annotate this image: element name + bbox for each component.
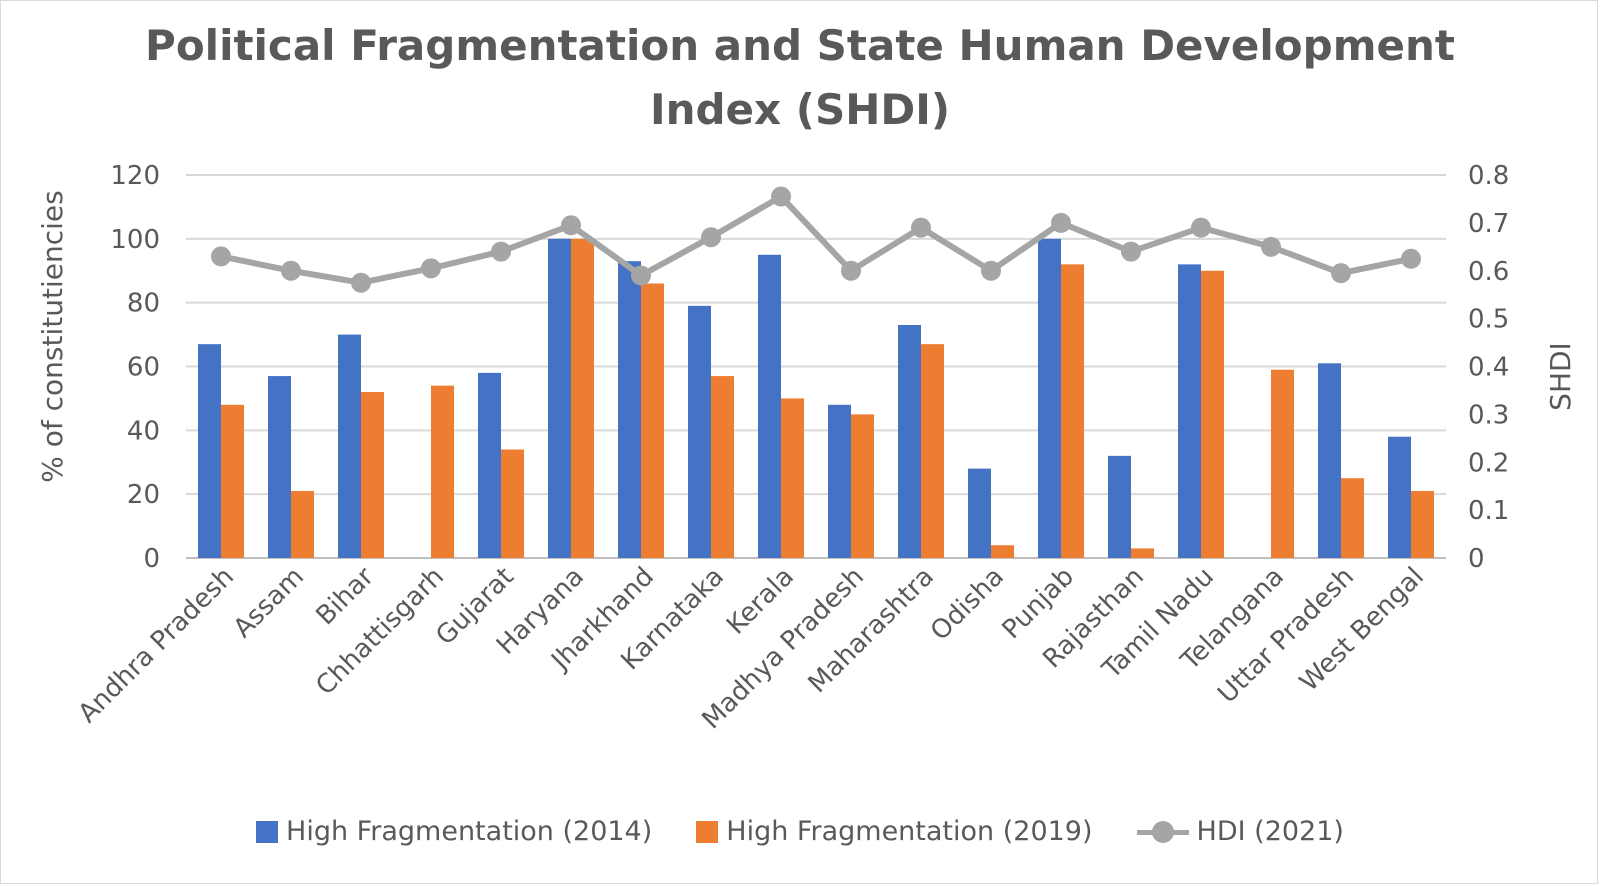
bar-2019-jharkhand <box>641 283 664 558</box>
hdi-point-andhra-pradesh <box>211 246 231 267</box>
bar-2019-uttar-pradesh <box>1341 478 1364 558</box>
legend: High Fragmentation (2014) High Fragmenta… <box>0 816 1600 847</box>
x-tick-label-andhra-pradesh: Andhra Pradesh <box>73 562 240 729</box>
bar-2014-assam <box>268 376 291 558</box>
y2-tick-label: 0.8 <box>1468 161 1509 191</box>
legend-swatch-2019 <box>696 820 719 843</box>
x-tick-label-odisha: Odisha <box>925 562 1010 647</box>
y-tick-label: 0 <box>143 544 160 574</box>
legend-item-2014: High Fragmentation (2014) <box>256 816 652 847</box>
x-tick-label-maharashtra: Maharashtra <box>803 562 940 699</box>
hdi-point-kerala <box>771 186 791 207</box>
legend-label-2014: High Fragmentation (2014) <box>286 816 653 847</box>
bar-2014-madhya-pradesh <box>828 404 851 558</box>
hdi-point-karnataka <box>701 227 721 248</box>
y2-tick-label: 0.5 <box>1468 305 1509 335</box>
y-tick-label: 60 <box>127 353 160 383</box>
y-axis-title: % of constitutiencies <box>36 190 69 482</box>
hdi-point-odisha <box>981 260 1001 281</box>
bar-2019-rajasthan <box>1131 548 1154 558</box>
hdi-point-telangana <box>1261 236 1281 257</box>
y2-tick-label: 0.4 <box>1468 353 1509 383</box>
bar-2019-assam <box>291 490 314 558</box>
chart-title: Political Fragmentation and State Human … <box>0 14 1600 142</box>
y2-tick-label: 0.1 <box>1468 496 1509 526</box>
bar-2014-andhra-pradesh <box>198 344 221 558</box>
hdi-point-bihar <box>351 272 371 293</box>
y2-tick-label: 0.3 <box>1468 400 1509 430</box>
hdi-point-madhya-pradesh <box>841 260 861 281</box>
hdi-line <box>220 193 1412 286</box>
bar-2014-odisha <box>968 468 991 558</box>
y2-tick-label: 0 <box>1468 544 1485 574</box>
x-tick-label-west-bengal: West Bengal <box>1294 562 1430 698</box>
hdi-point-assam <box>281 260 301 281</box>
bar-2019-odisha <box>991 545 1014 558</box>
bar-2014-jharkhand <box>618 261 641 558</box>
legend-label-hdi: HDI (2021) <box>1196 816 1344 847</box>
bar-2014-bihar <box>338 334 361 558</box>
legend-item-hdi: HDI (2021) <box>1136 816 1344 847</box>
y2-axis-title: SHDI <box>1544 342 1577 411</box>
legend-swatch-2014 <box>256 820 279 843</box>
bar-2019-haryana <box>571 238 594 559</box>
bar-2019-bihar <box>361 392 384 558</box>
y-tick-label: 80 <box>127 289 160 319</box>
bar-2019-west-bengal <box>1411 490 1434 558</box>
hdi-point-jharkhand <box>631 265 651 286</box>
y-tick-label: 120 <box>110 161 160 191</box>
bar-2019-punjab <box>1061 264 1084 558</box>
bar-2014-tamil-nadu <box>1178 264 1201 558</box>
bar-2019-chhattisgarh <box>431 385 454 558</box>
bar-2014-west-bengal <box>1388 436 1411 558</box>
bar-2019-kerala <box>781 398 804 558</box>
hdi-point-haryana <box>561 215 581 236</box>
bar-2014-rajasthan <box>1108 455 1131 558</box>
bar-2019-telangana <box>1271 369 1294 558</box>
bar-2014-maharashtra <box>898 325 921 558</box>
bar-2014-punjab <box>1038 238 1061 559</box>
bar-2019-tamil-nadu <box>1201 270 1224 558</box>
hdi-point-rajasthan <box>1121 241 1141 262</box>
bar-2014-gujarat <box>478 372 501 558</box>
hdi-point-tamil-nadu <box>1191 217 1211 238</box>
legend-item-2019: High Fragmentation (2019) <box>696 816 1093 847</box>
bar-2014-haryana <box>548 238 571 559</box>
y2-tick-label: 0.6 <box>1468 257 1509 287</box>
legend-swatch-hdi <box>1136 820 1189 843</box>
y-tick-label: 100 <box>110 225 160 255</box>
y2-tick-label: 0.7 <box>1468 209 1509 239</box>
bar-2019-andhra-pradesh <box>221 404 244 558</box>
bar-2019-maharashtra <box>921 344 944 558</box>
bar-2019-gujarat <box>501 449 524 558</box>
y-tick-label: 40 <box>127 416 160 446</box>
hdi-point-chhattisgarh <box>421 258 441 279</box>
chart-title-line-2: Index (SHDI) <box>649 85 951 134</box>
bar-2014-kerala <box>758 254 781 558</box>
hdi-point-west-bengal <box>1401 248 1421 269</box>
legend-label-2019: High Fragmentation (2019) <box>726 816 1093 847</box>
bar-2019-karnataka <box>711 376 734 558</box>
bar-2014-uttar-pradesh <box>1318 363 1341 558</box>
hdi-point-maharashtra <box>911 217 931 238</box>
hdi-point-uttar-pradesh <box>1331 263 1351 284</box>
bar-2014-karnataka <box>688 305 711 558</box>
bar-2019-madhya-pradesh <box>851 414 874 558</box>
y2-tick-label: 0.2 <box>1468 448 1509 478</box>
chart-title-line-1: Political Fragmentation and State Human … <box>145 21 1455 70</box>
x-tick-label-assam: Assam <box>228 562 310 644</box>
y-tick-label: 20 <box>127 480 160 510</box>
hdi-point-gujarat <box>491 241 511 262</box>
hdi-point-punjab <box>1051 212 1071 233</box>
